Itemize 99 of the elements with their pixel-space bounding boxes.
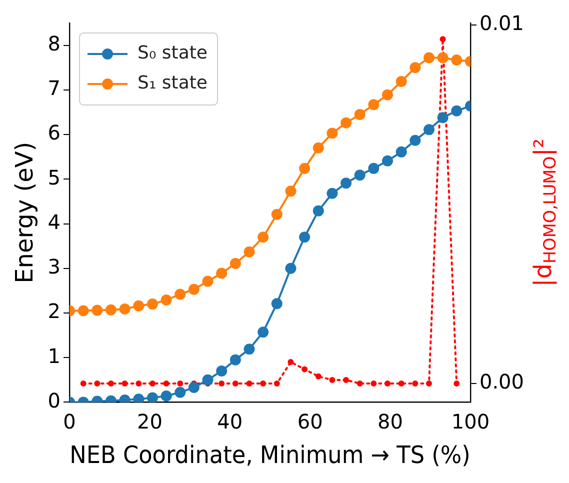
x-tick-label: 20: [136, 409, 162, 434]
y-tick-label: 5: [48, 165, 61, 190]
point: [315, 373, 322, 380]
point: [271, 298, 282, 310]
point: [424, 124, 435, 136]
point: [368, 99, 380, 110]
point: [410, 134, 421, 146]
x-tick-label: 80: [378, 409, 404, 434]
point: [312, 142, 324, 154]
y-tick-label: 8: [48, 32, 61, 56]
y-tick-label: 3: [48, 254, 61, 279]
y-tick-label: 1: [48, 344, 61, 368]
point: [285, 262, 296, 274]
x-tick-label: 40: [217, 409, 243, 434]
point: [354, 170, 366, 181]
point: [354, 108, 366, 120]
point: [258, 326, 269, 338]
x-tick-label: 0: [63, 409, 76, 434]
point: [230, 258, 241, 269]
y-tick-label: 6: [48, 120, 61, 145]
point: [108, 380, 114, 387]
point: [343, 376, 350, 383]
point: [160, 390, 172, 402]
y2-tick-label: 0.01: [479, 10, 524, 35]
point: [426, 380, 432, 387]
x-axis-title: NEB Coordinate, Minimum → TS (%): [70, 441, 470, 470]
point: [244, 246, 255, 258]
y-tick-label: 4: [48, 210, 61, 234]
point: [232, 380, 238, 387]
y-tick-label: 7: [48, 76, 61, 100]
point: [202, 276, 214, 287]
point: [146, 298, 158, 310]
point: [302, 366, 308, 372]
point: [440, 36, 446, 42]
point: [396, 76, 407, 87]
point: [410, 62, 421, 74]
x-tick-label: 60: [297, 409, 323, 434]
point: [80, 380, 86, 387]
point: [92, 304, 103, 316]
y-axis-title: Energy (eV): [10, 142, 39, 284]
point: [78, 305, 89, 316]
legend-label: S₁ state: [138, 72, 208, 94]
point: [412, 380, 418, 387]
point: [299, 162, 310, 174]
point: [216, 268, 228, 279]
point: [105, 304, 116, 316]
point: [216, 365, 228, 376]
point: [437, 52, 448, 64]
point: [244, 344, 255, 355]
point: [356, 380, 363, 387]
point: [312, 205, 324, 216]
point: [382, 155, 394, 166]
point: [246, 380, 252, 387]
point: [326, 188, 338, 199]
point: [146, 392, 158, 402]
point: [258, 232, 269, 243]
point: [149, 380, 156, 387]
point: [384, 380, 391, 387]
x-tick-label: 100: [451, 409, 490, 434]
point: [163, 380, 170, 387]
point: [396, 146, 407, 158]
point: [218, 380, 225, 387]
point: [329, 376, 336, 383]
point: [174, 386, 186, 398]
point: [133, 300, 144, 312]
point: [230, 354, 241, 366]
point: [370, 380, 377, 387]
legend-label: S₀ state: [138, 42, 208, 64]
point: [119, 303, 130, 314]
point: [160, 294, 172, 306]
point: [285, 186, 296, 197]
point: [136, 380, 142, 387]
y-tick-label: 0: [48, 388, 61, 412]
point: [188, 382, 200, 393]
y2-axis-title: |dHOMO,LUMO|²: [529, 138, 560, 287]
point: [368, 162, 380, 174]
point: [437, 112, 448, 124]
point: [260, 380, 266, 387]
point: [299, 232, 310, 243]
point: [271, 208, 282, 220]
point: [288, 359, 294, 366]
point: [451, 105, 462, 116]
point: [274, 380, 280, 387]
point: [177, 380, 184, 387]
point: [188, 284, 200, 295]
point: [398, 380, 404, 387]
point: [424, 52, 435, 64]
point: [454, 380, 460, 387]
y2-tick-label: 0.00: [479, 370, 524, 394]
point: [122, 380, 128, 387]
point: [340, 178, 352, 189]
point: [174, 288, 186, 300]
point: [382, 89, 394, 100]
point: [340, 117, 352, 128]
y-tick-label: 2: [48, 299, 61, 324]
point: [451, 54, 462, 66]
point: [202, 374, 214, 386]
point: [326, 128, 338, 139]
point: [94, 380, 100, 387]
